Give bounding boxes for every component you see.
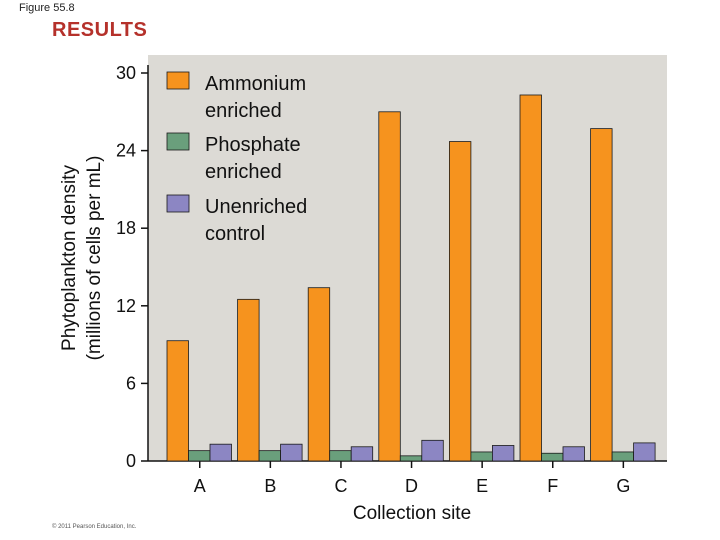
- section-title: RESULTS: [52, 19, 148, 41]
- legend-swatch-ammonium: [166, 71, 190, 90]
- y-tick-label: 0: [126, 451, 136, 471]
- bar-control-A: [209, 443, 232, 462]
- legend-label-phosphate: Phosphate enriched: [205, 134, 301, 183]
- bar-ammonium-F: [519, 94, 542, 462]
- bar-ammonium-E: [448, 141, 472, 462]
- figure-label: Figure 55.8: [19, 2, 75, 14]
- plot-background: [148, 55, 667, 461]
- y-tick-label: 12: [116, 296, 136, 316]
- legend-line: control: [205, 223, 265, 245]
- bar-ammonium-C: [307, 287, 331, 462]
- x-axis-title: Collection site: [353, 503, 471, 524]
- bars: [166, 94, 656, 462]
- bar-ammonium-D: [378, 111, 401, 462]
- bar-phosphate-D: [399, 455, 423, 462]
- x-tick-label: B: [264, 476, 276, 496]
- bar-ammonium-A: [166, 340, 189, 462]
- bar-control-F: [562, 446, 585, 462]
- y-axis-title: Phytoplankton density (millions of cells …: [59, 156, 105, 361]
- bar-control-B: [280, 443, 303, 462]
- copyright-notice: © 2011 Pearson Education, Inc.: [52, 524, 137, 530]
- bar-phosphate-F: [541, 452, 564, 462]
- bar-phosphate-A: [188, 450, 211, 462]
- legend-swatch-control: [166, 194, 190, 213]
- y-tick-label: 24: [116, 141, 136, 161]
- legend-line: Phosphate: [205, 134, 301, 156]
- bar-ammonium-B: [237, 298, 260, 462]
- bar-control-E: [491, 445, 515, 462]
- bar-phosphate-E: [470, 451, 493, 462]
- legend-line: Ammonium: [205, 73, 306, 95]
- bar-control-D: [421, 439, 444, 462]
- y-tick-label: 6: [126, 373, 136, 393]
- y-axis-title-line: (millions of cells per mL): [84, 156, 105, 361]
- y-axis-title-line: Phytoplankton density: [59, 165, 80, 351]
- bar-control-G: [633, 442, 656, 462]
- legend-line: enriched: [205, 100, 282, 122]
- legend-label-ammonium: Ammonium enriched: [205, 73, 306, 122]
- x-tick-label: G: [616, 476, 630, 496]
- bar-phosphate-C: [329, 450, 352, 462]
- x-tick-label: D: [405, 476, 418, 496]
- legend-line: enriched: [205, 161, 282, 183]
- x-tick-label: A: [194, 476, 206, 496]
- axis-titles: Collection site Phytoplankton density (mil…: [59, 156, 471, 524]
- bar-phosphate-B: [258, 450, 282, 462]
- y-tick-label: 18: [116, 218, 136, 238]
- legend: Ammonium enriched Phosphate enriched Unenric…: [166, 71, 307, 245]
- bar-ammonium-G: [590, 128, 613, 462]
- legend-label-control: Unenriched control: [205, 196, 307, 245]
- legend-swatch-phosphate: [166, 132, 190, 151]
- legend-line: Unenriched: [205, 196, 307, 218]
- y-tick-label: 30: [116, 63, 136, 83]
- x-axis: A B C D E F G: [148, 460, 667, 496]
- x-tick-label: C: [334, 476, 347, 496]
- x-tick-label: E: [476, 476, 488, 496]
- x-tick-label: F: [547, 476, 558, 496]
- bar-control-C: [350, 446, 374, 462]
- y-axis: 0 6 12 18 24 30: [116, 63, 149, 471]
- bar-phosphate-G: [611, 451, 634, 462]
